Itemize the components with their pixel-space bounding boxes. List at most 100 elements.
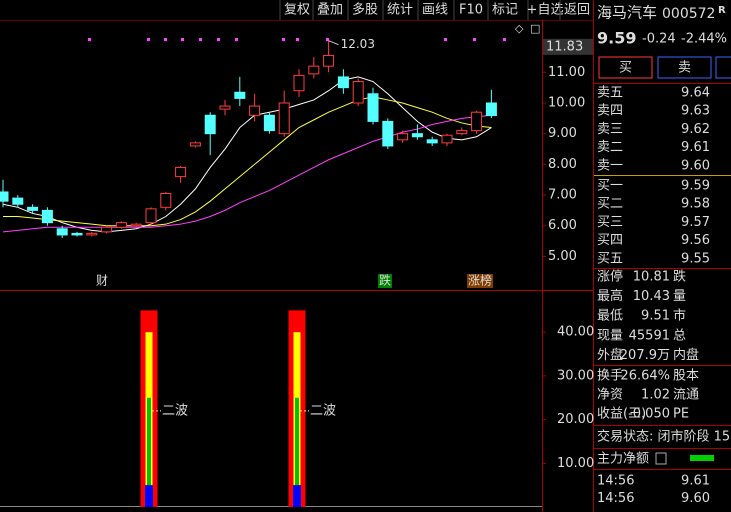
indicator-label: 二波 <box>162 403 188 418</box>
candle-body <box>0 191 9 202</box>
y-tick-label: 8.00 <box>548 157 577 172</box>
candle-body <box>101 226 113 233</box>
row-value: 26.64% <box>620 369 670 384</box>
row-label: 买二 <box>597 197 623 212</box>
trade-button[interactable]: 买 <box>619 61 632 76</box>
y-tick-label: 30.00 <box>557 368 594 383</box>
candle-body <box>115 222 127 228</box>
candle-body <box>71 232 83 236</box>
row-value: 9.51 <box>641 309 670 324</box>
trade-status: 交易状态: 闭市阶段 15 <box>597 429 730 445</box>
signal-dots <box>88 38 506 41</box>
candle-body <box>249 105 261 116</box>
row-value: 9.60 <box>681 491 710 506</box>
row-value: 9.58 <box>681 197 710 212</box>
candle-body <box>293 74 305 92</box>
candle-body <box>308 65 320 75</box>
stock-name: 海马汽车 <box>597 4 657 22</box>
toolbar-button[interactable]: 标记 <box>492 3 518 18</box>
row-label: 卖一 <box>597 158 623 173</box>
row-label: 卖二 <box>597 140 623 155</box>
row-value: 9.55 <box>681 251 710 266</box>
toolbar-button[interactable]: 复权 <box>284 2 310 18</box>
row-label: 卖五 <box>597 86 623 101</box>
candle-body <box>337 76 349 89</box>
row-value: 207.9万 <box>620 348 670 363</box>
y-tick-label: 11.00 <box>548 65 585 80</box>
flow-icon <box>655 452 667 465</box>
flow-bar <box>690 455 714 461</box>
candle-body <box>411 133 423 138</box>
y-tick-label: 10.00 <box>548 95 585 110</box>
candle-body <box>367 93 379 122</box>
row-value: 1.02 <box>641 388 670 403</box>
stock-badge: R <box>718 5 726 16</box>
candle-body <box>441 134 453 144</box>
toolbar-button[interactable]: F10 <box>459 3 483 18</box>
moving-average <box>3 96 492 227</box>
row-value: 45591 <box>629 328 670 343</box>
row-label: 14:56 <box>597 474 634 489</box>
candle-body <box>189 142 201 147</box>
trade-button-frame[interactable] <box>598 56 653 79</box>
toolbar-button[interactable]: 叠加 <box>317 3 343 18</box>
candle-body <box>86 232 98 236</box>
toolbar-button[interactable]: 画线 <box>422 3 448 18</box>
row-label: 量 <box>673 289 686 304</box>
toolbar-button[interactable]: 统计 <box>387 3 413 18</box>
event-marker[interactable]: 财 <box>96 274 108 288</box>
indicator-bar <box>293 485 301 507</box>
event-marker[interactable]: 涨榜 <box>468 273 492 288</box>
row-value: 9.56 <box>681 233 710 248</box>
icon[interactable]: □ <box>530 22 540 35</box>
moving-average <box>2 76 492 233</box>
trade-button[interactable]: 卖 <box>678 61 691 76</box>
toolbar-button[interactable]: 多股 <box>352 2 378 18</box>
candle-body <box>471 111 483 132</box>
row-label: 市 <box>673 308 686 324</box>
row-value: 9.63 <box>681 104 710 119</box>
candle-body <box>234 91 246 99</box>
indicator-bar <box>147 397 151 507</box>
row-label: 净资 <box>597 388 623 403</box>
candle-body <box>278 102 290 135</box>
candle-body <box>27 206 39 211</box>
row-label: 内盘 <box>673 347 699 363</box>
candle-body <box>12 197 24 205</box>
row-label: 最低 <box>597 309 623 324</box>
toolbar-button[interactable]: +自选 <box>527 3 564 18</box>
toolbar-button[interactable]: 返回 <box>564 3 590 18</box>
row-label: 卖三 <box>597 122 623 137</box>
candle-body <box>219 105 231 110</box>
trade-button-frame[interactable] <box>657 56 712 79</box>
row-label: 涨停 <box>597 269 623 285</box>
row-label: PE <box>673 407 689 422</box>
row-label: 卖四 <box>597 104 623 119</box>
row-value: 9.57 <box>681 215 710 230</box>
icon[interactable]: ◇ <box>515 22 524 35</box>
candle-body <box>145 208 157 224</box>
event-marker[interactable]: 跌 <box>379 273 391 288</box>
candle-body <box>204 114 216 135</box>
y-tick-label: 6.00 <box>548 218 577 233</box>
row-value: 9.62 <box>681 122 710 137</box>
row-label: 现量 <box>597 328 623 343</box>
high-pointer <box>328 40 339 46</box>
row-value: 10.43 <box>633 289 670 304</box>
candle-body <box>56 228 68 236</box>
row-label: 14:56 <box>597 491 634 506</box>
row-label: 买四 <box>597 233 623 248</box>
row-label: 买一 <box>597 179 623 194</box>
row-label: 总 <box>673 328 686 343</box>
change: -0.24 <box>642 32 676 47</box>
candle-body <box>397 133 409 141</box>
row-value: 9.59 <box>681 179 710 194</box>
candle-body <box>160 193 172 208</box>
y-tick-label: 7.00 <box>548 188 577 203</box>
candle-body <box>352 81 364 104</box>
marker-box <box>467 274 493 288</box>
flow-label: 主力净额 <box>597 452 649 467</box>
trade-button-frame[interactable] <box>715 56 731 79</box>
